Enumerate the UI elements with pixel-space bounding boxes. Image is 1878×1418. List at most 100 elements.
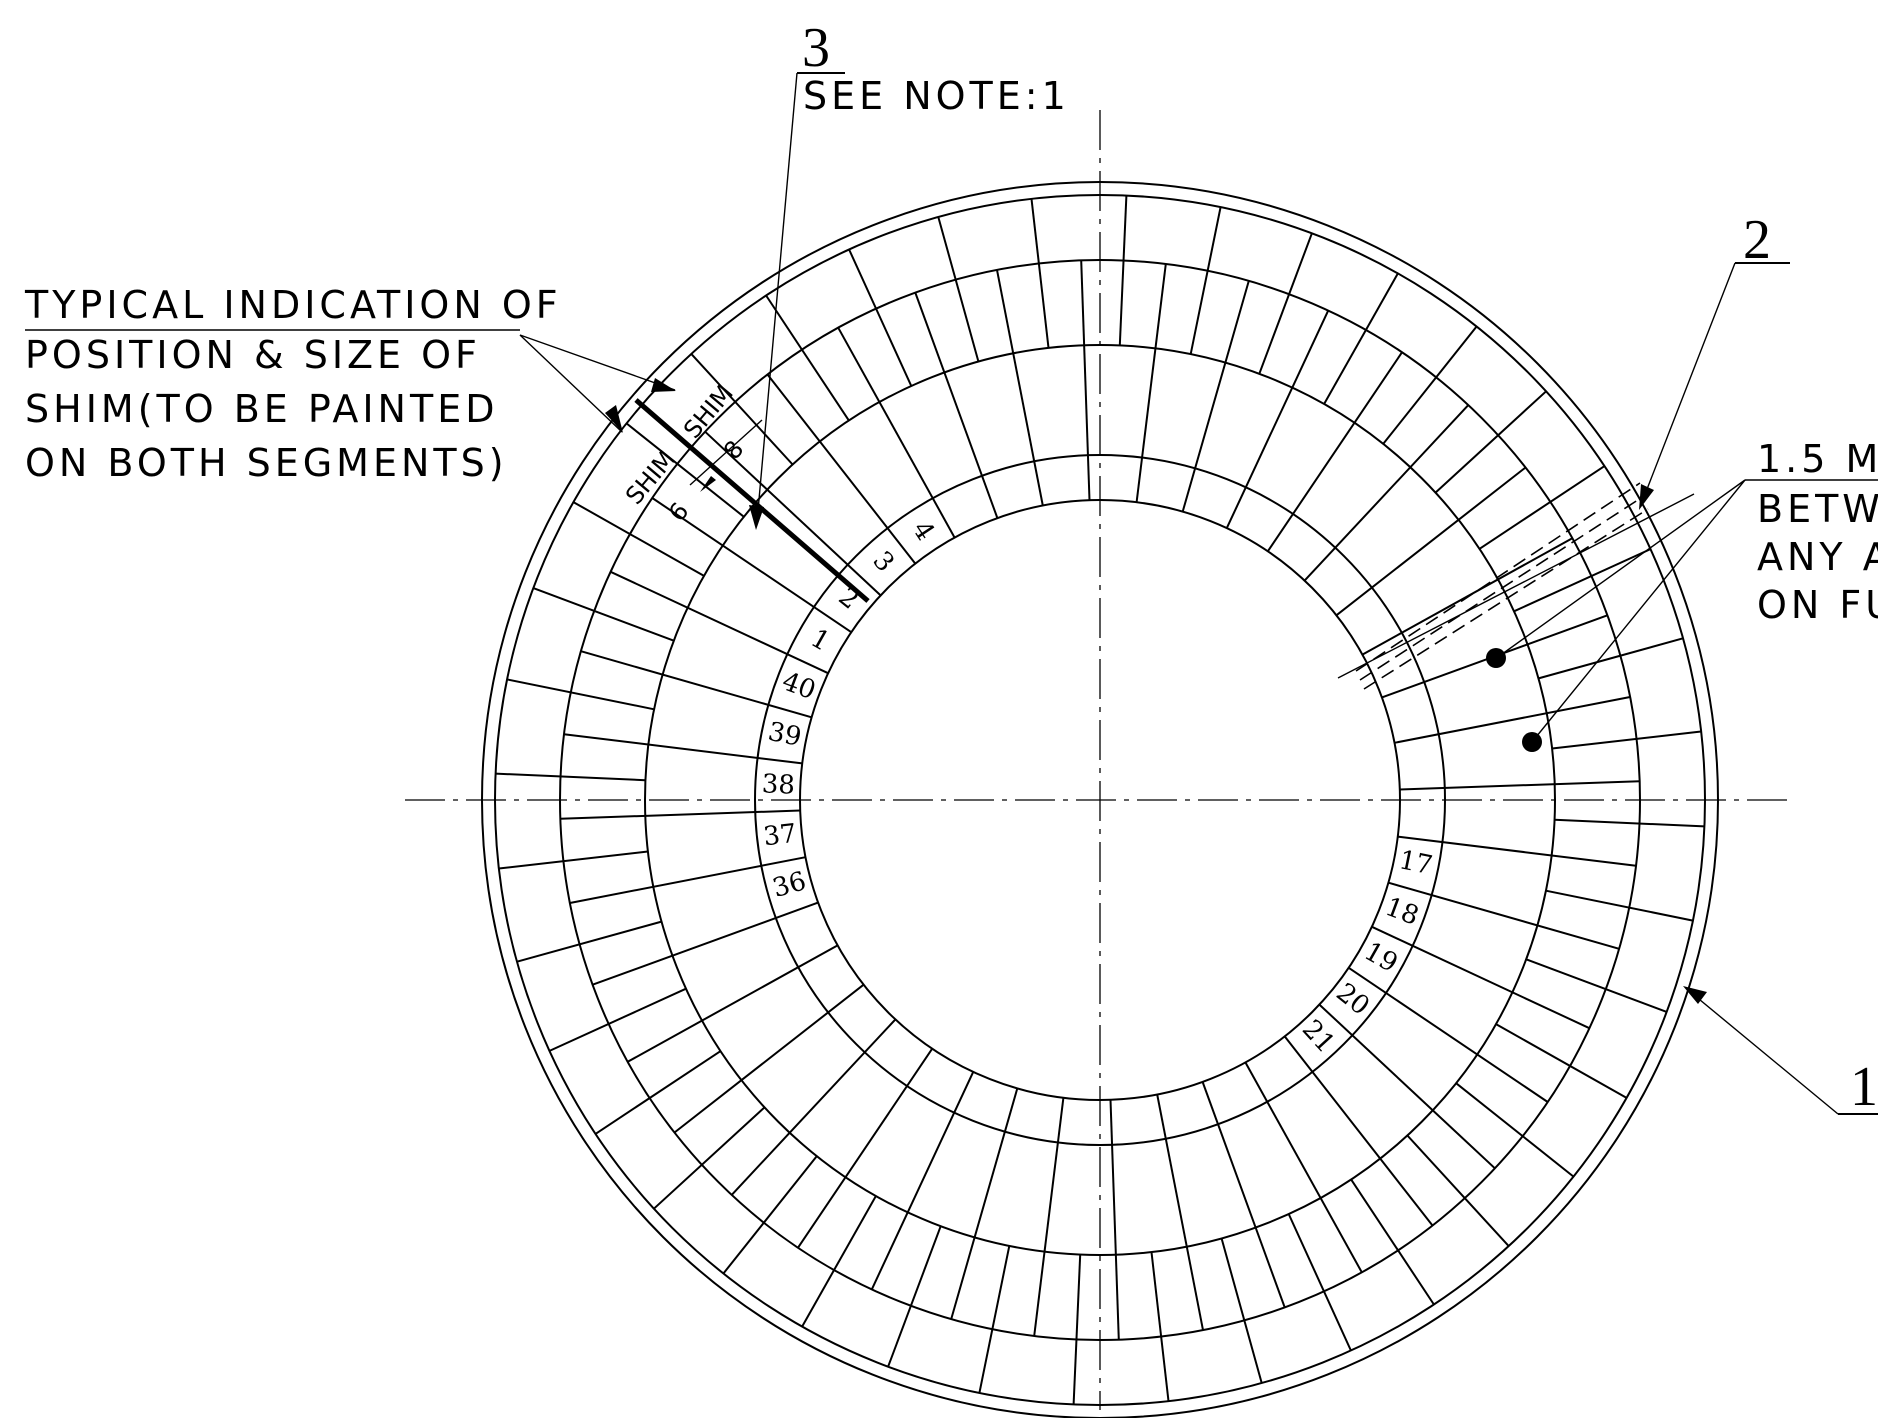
segment-joint: [1554, 818, 1705, 828]
segment-joint: [1371, 925, 1590, 1030]
shim-size-8: 8: [718, 435, 749, 465]
segment-joint: [730, 1018, 897, 1196]
shim-note-line-2: POSITION & SIZE OF: [25, 333, 481, 377]
gap-note-line-3: ANY A: [1757, 535, 1878, 579]
segment-joint: [722, 1155, 818, 1275]
segment-joint: [532, 587, 675, 642]
shim-joint-line: [634, 398, 870, 603]
segment-joint: [625, 422, 745, 518]
segment-joint: [766, 373, 917, 565]
segment-joint: [1406, 1134, 1510, 1247]
gap-dashed-line-c: [1363, 508, 1649, 690]
segment-joint: [651, 497, 852, 634]
segment-joint: [1551, 730, 1702, 750]
segment-joint: [549, 987, 687, 1052]
segment-joint: [1220, 1238, 1263, 1384]
gap-dashed-line-b: [1359, 495, 1645, 681]
gap-construction-line: [1337, 493, 1695, 679]
segment-joint: [1033, 1097, 1065, 1337]
shim-note: TYPICAL INDICATION OF POSITION & SIZE OF…: [24, 283, 562, 485]
segment-joint: [594, 1050, 722, 1135]
segment-number: 19: [1359, 937, 1403, 979]
segment-joint: [1350, 1178, 1435, 1306]
segment-joint: [1266, 351, 1403, 552]
segment-number: 1: [806, 623, 835, 657]
shim-note-line-1: TYPICAL INDICATION OF: [24, 283, 562, 327]
segment-joint: [1150, 1251, 1170, 1402]
segment-joints: [495, 195, 1705, 1405]
segment-joint: [1397, 835, 1637, 867]
shim-indication: SHIM SHIM 6 8: [519, 334, 870, 603]
segment-joint: [765, 294, 850, 422]
segment-joint: [506, 678, 655, 711]
shim-leader-b: [519, 334, 623, 433]
segment-number: 39: [765, 717, 803, 753]
segment-joint: [592, 901, 819, 986]
segment-joint: [801, 1195, 877, 1328]
segment-number: 18: [1381, 892, 1423, 932]
segment-joint: [1225, 310, 1330, 529]
segment-joint: [1118, 195, 1128, 346]
segment-joint: [1109, 1099, 1120, 1340]
segment-joint: [1156, 1094, 1204, 1331]
segment-joint: [978, 1245, 1011, 1394]
segment-joint: [1303, 404, 1470, 582]
segment-joint: [1318, 1003, 1496, 1170]
segment-joint: [569, 856, 806, 904]
segment-joint: [1258, 232, 1313, 375]
segment-joint: [1478, 465, 1606, 550]
callout-3: 3 SEE NOTE:1: [749, 17, 1070, 530]
segment-joint: [848, 249, 913, 387]
gap-note: 1.5 M BETWE ANY A ON FU: [1337, 437, 1878, 752]
segment-number: 17: [1396, 845, 1434, 881]
segment-joint: [937, 216, 980, 362]
callout-2: 2: [1639, 209, 1790, 510]
segment-joint: [498, 850, 649, 870]
segment-joint: [1545, 889, 1694, 922]
segment-joint: [572, 501, 705, 577]
segment-joint: [560, 809, 801, 820]
segment-joint: [1525, 958, 1668, 1013]
segment-joint: [797, 1048, 934, 1249]
shim-note-line-4: ON BOTH SEGMENTS): [25, 441, 508, 485]
segment-joint: [1189, 206, 1222, 355]
segment-joint: [1495, 1023, 1628, 1099]
segment-joint: [563, 733, 803, 765]
gap-marker-dot-b: [1522, 732, 1542, 752]
segment-number: 37: [762, 819, 798, 853]
segment-joint: [1030, 198, 1050, 349]
gap-marker-dot-a: [1486, 648, 1506, 668]
callout-2-leader: [1641, 262, 1736, 503]
see-note-text: SEE NOTE:1: [803, 74, 1070, 118]
segment-joint: [1434, 390, 1547, 494]
segment-joint: [887, 1225, 942, 1368]
segment-joint: [1201, 1081, 1286, 1308]
gap-note-line-1: 1.5 M: [1757, 437, 1878, 481]
shim-dim-line: [689, 419, 763, 486]
shim-leader-a: [519, 334, 676, 391]
segment-joint: [653, 1106, 766, 1210]
segment-number: 40: [778, 666, 820, 706]
segment-joint: [580, 650, 812, 719]
gap-note-line-2: BETWE: [1757, 487, 1878, 531]
segment-joint: [704, 430, 882, 597]
balloon-3: 3: [802, 17, 830, 79]
segment-joint: [495, 772, 646, 782]
segment-joint: [1335, 466, 1527, 617]
segment-joint: [673, 983, 865, 1134]
segment-joint: [914, 292, 999, 519]
segment-joint: [1513, 548, 1651, 613]
gap-leader-b: [1531, 479, 1746, 743]
balloon-1: 1: [1850, 1056, 1878, 1118]
segment-joint: [950, 1088, 1019, 1320]
segment-joint: [1283, 1035, 1434, 1227]
callout-1: 1: [1683, 986, 1878, 1118]
segment-joint: [1287, 1213, 1352, 1351]
segment-joint: [1323, 272, 1399, 405]
segment-joint: [1072, 1254, 1082, 1405]
segment-joint: [1135, 263, 1167, 503]
shim-note-line-3: SHIM(TO BE PAINTED: [25, 387, 498, 431]
segment-joint: [1394, 696, 1631, 744]
segment-joint: [1080, 260, 1091, 501]
